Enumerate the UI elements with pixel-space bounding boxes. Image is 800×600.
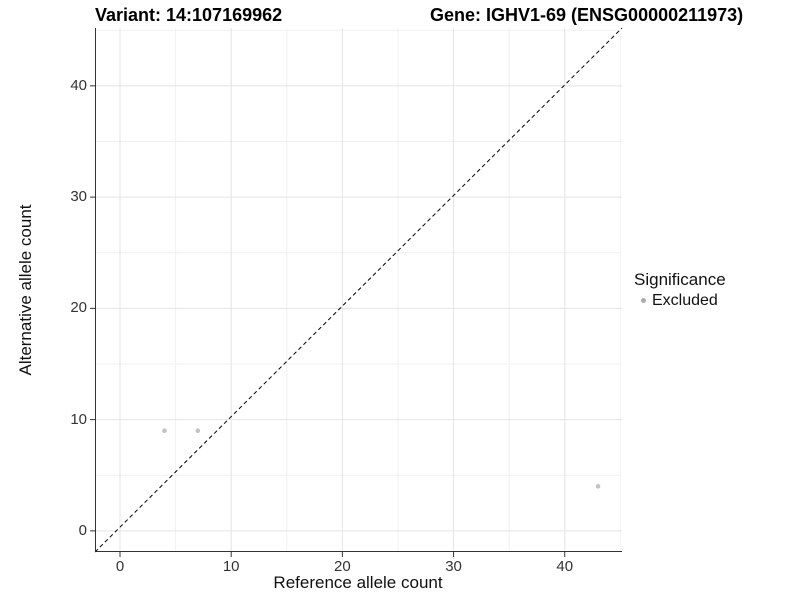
x-tick-label: 40 [556, 558, 574, 575]
plot-panel [90, 27, 623, 557]
data-point [195, 428, 201, 434]
data-point [162, 428, 167, 434]
x-axis-title: Reference allele count [273, 573, 443, 592]
plot-title-variant: Variant: 14:107169962 [95, 5, 283, 25]
y-tick-label: 0 [78, 521, 87, 539]
y-tick-label: 40 [70, 76, 87, 94]
legend-item-excluded: Excluded [634, 291, 726, 310]
legend: Significance Excluded [634, 270, 726, 310]
x-tick-label: 0 [115, 558, 125, 575]
y-tick-label: 30 [70, 188, 87, 206]
x-tick-label: 10 [222, 558, 240, 575]
y-tick-label: 10 [70, 410, 87, 428]
legend-title: Significance [634, 270, 726, 289]
y-axis-title: Alternative allele count [16, 204, 35, 376]
x-tick-label: 20 [334, 558, 351, 575]
legend-item-label: Excluded [652, 292, 718, 309]
identity-line [94, 27, 623, 553]
plot-canvas [90, 27, 623, 557]
x-tick-label: 30 [445, 558, 462, 575]
data-point [595, 484, 601, 489]
plot-title-gene: Gene: IGHV1-69 (ENSG00000211973) [430, 5, 744, 25]
y-tick-label: 20 [70, 299, 87, 317]
excluded-point-swatch-icon [641, 298, 646, 303]
